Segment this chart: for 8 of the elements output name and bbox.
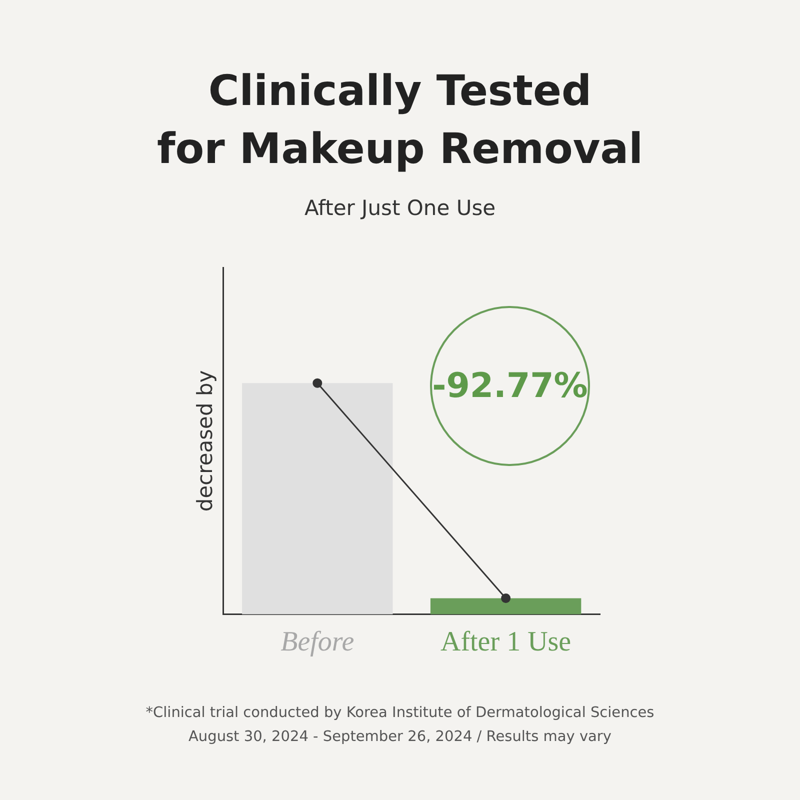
x-tick-label: Before: [280, 626, 354, 658]
text: August 30, 2024 - September 26, 2024 / Results may vary: [188, 729, 612, 745]
annotation: -92.77%: [431, 366, 589, 406]
chart-subtitle: After Just One Use: [303, 196, 497, 220]
chart-title: Clinically Tested for Makeup Removal: [156, 65, 644, 175]
y-axis-title: decreased by: [193, 370, 218, 512]
x-tick-label: After 1 Use: [440, 626, 572, 658]
text: *Clinical trial conducted by Korea Institute of Dermatological Sciences: [144, 705, 656, 721]
